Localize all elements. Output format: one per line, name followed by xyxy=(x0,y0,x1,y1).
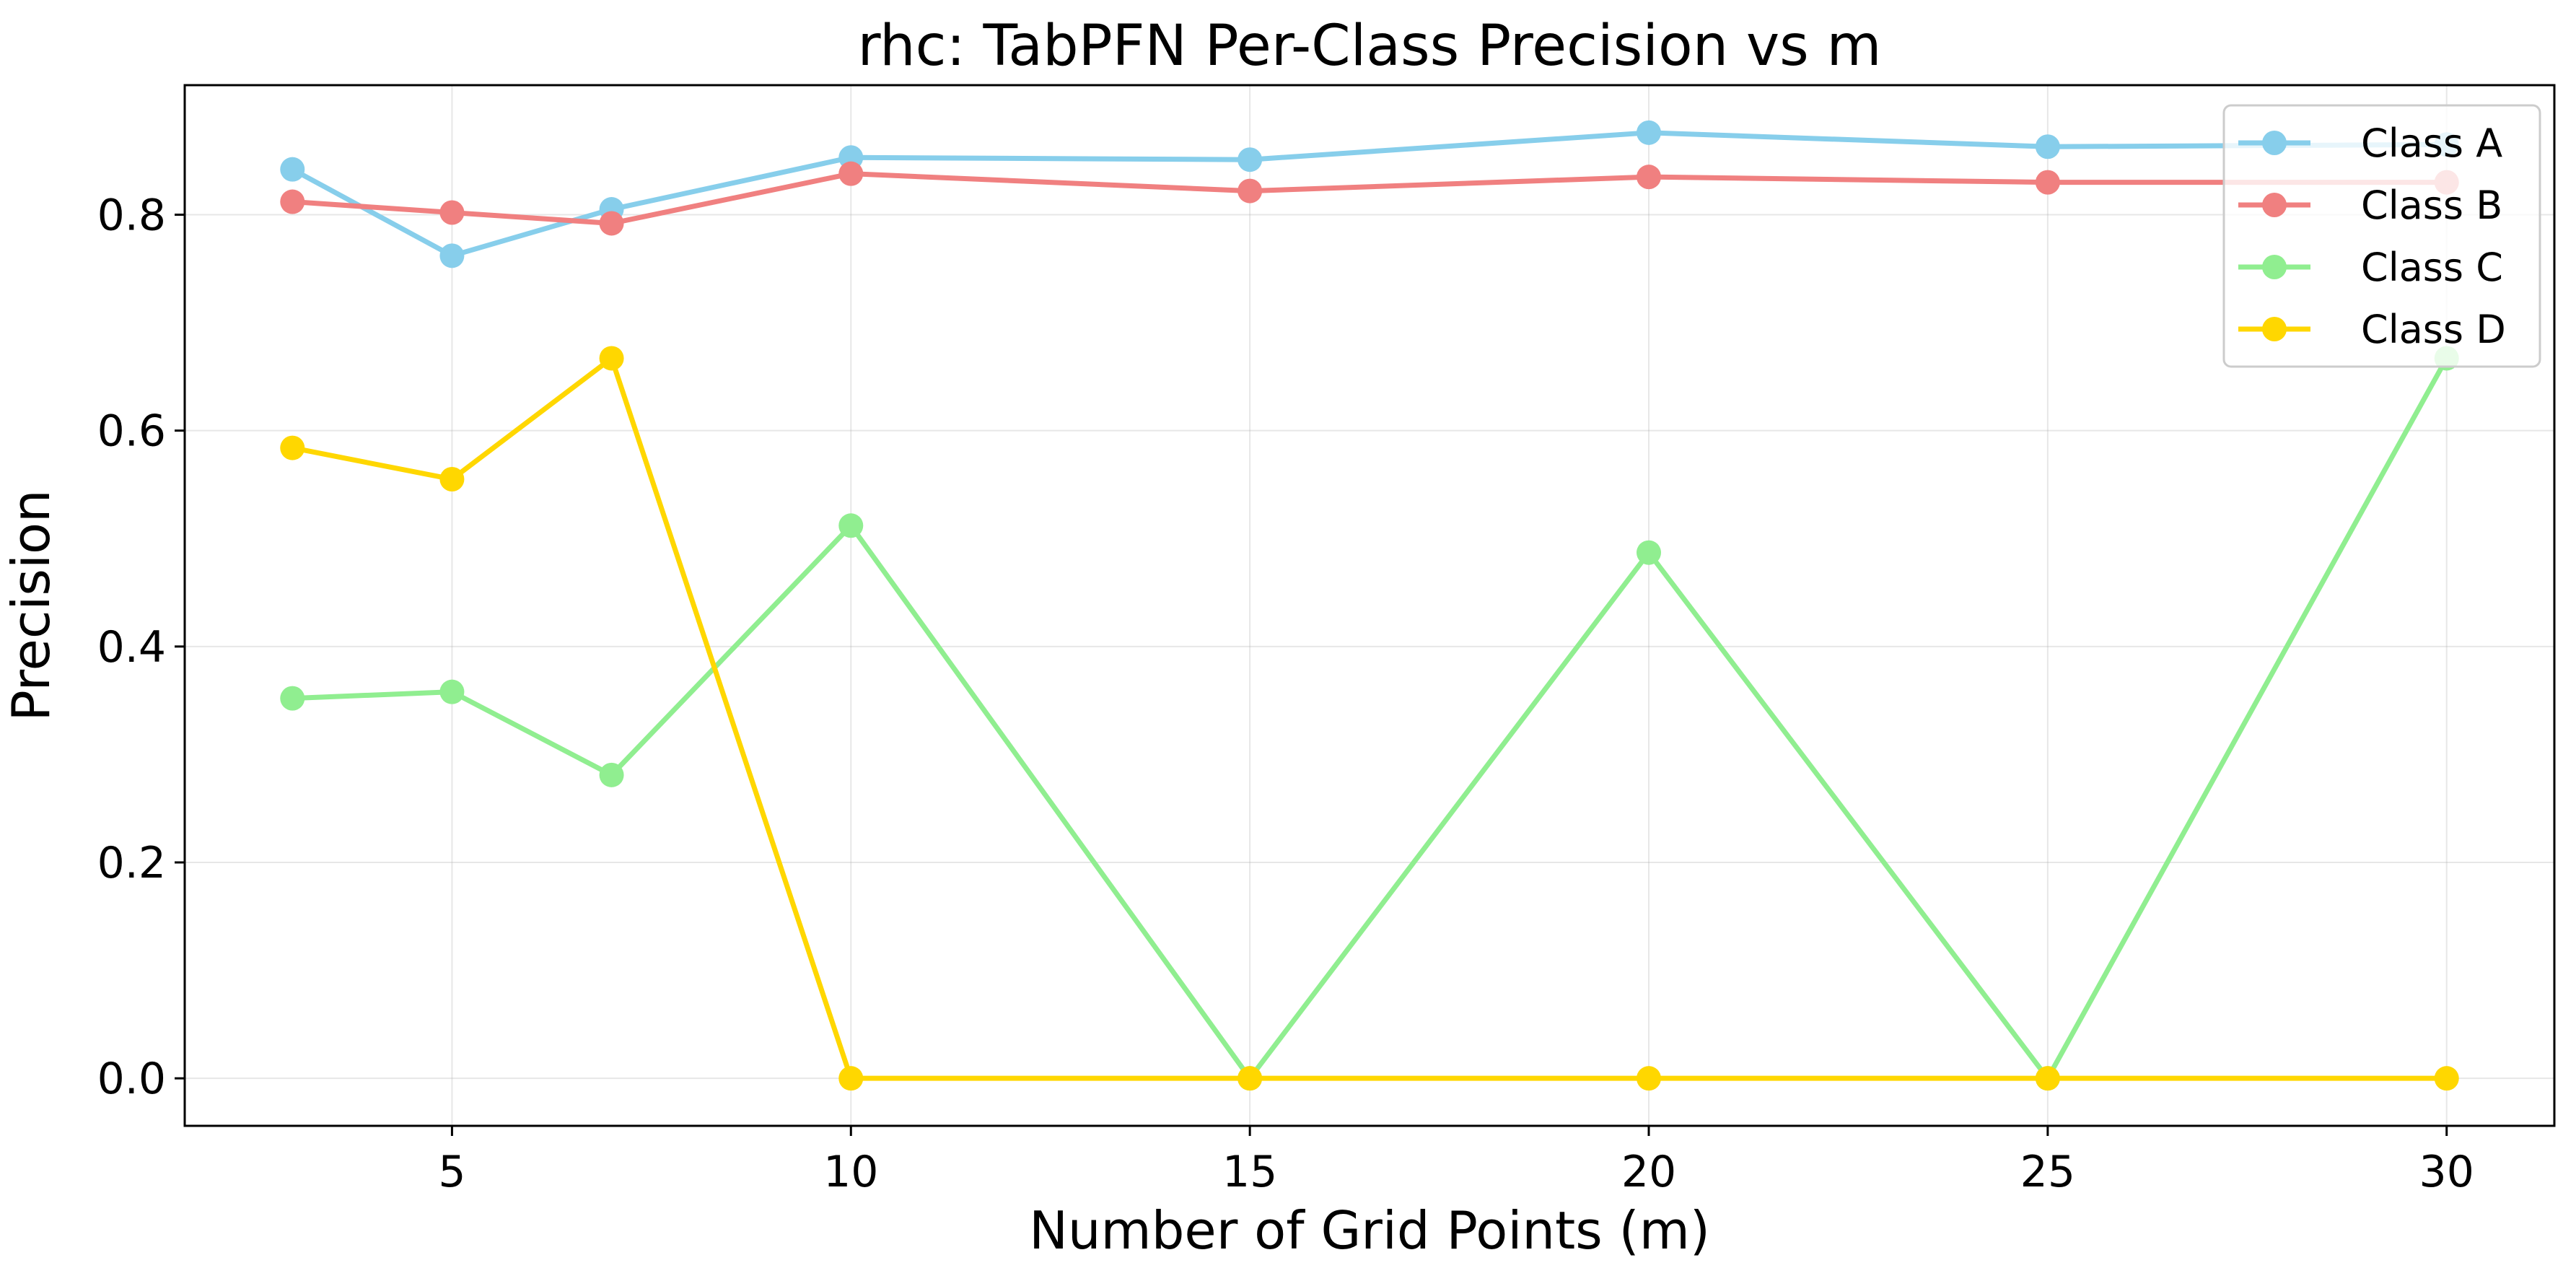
y-tick-label: 0.0 xyxy=(97,1054,166,1104)
series-class-c xyxy=(280,346,2459,1091)
legend: Class A Class B Class C Class D xyxy=(2222,104,2541,368)
data-point xyxy=(2035,170,2060,195)
data-point xyxy=(280,686,305,711)
y-axis-label: Precision xyxy=(1,489,61,721)
data-point xyxy=(1237,1066,1263,1091)
legend-marker xyxy=(2262,317,2287,341)
y-tick-label: 0.2 xyxy=(97,838,166,888)
legend-item: Class B xyxy=(2238,183,2502,228)
legend-label: Class C xyxy=(2361,245,2503,290)
data-point xyxy=(1237,178,1263,204)
data-point xyxy=(1637,540,1662,565)
x-tick-label: 30 xyxy=(2419,1147,2474,1197)
data-point xyxy=(2035,1066,2060,1091)
y-tick-label: 0.6 xyxy=(97,406,166,457)
data-point xyxy=(280,189,305,214)
legend-label: Class A xyxy=(2361,121,2502,166)
series-class-a xyxy=(280,120,2459,268)
data-point xyxy=(439,200,465,225)
data-point xyxy=(1237,147,1263,172)
x-tick-label: 20 xyxy=(1621,1147,1676,1197)
data-point xyxy=(599,211,624,236)
data-point xyxy=(599,346,624,371)
data-point xyxy=(2035,134,2060,159)
data-point xyxy=(439,243,465,268)
x-axis-label: Number of Grid Points (m) xyxy=(1029,1200,1710,1261)
series-line xyxy=(292,357,2449,1081)
data-point xyxy=(1637,1066,1662,1091)
data-point xyxy=(2434,1066,2459,1091)
axis-layer: 5 10 15 20 25 30 0.0 0.2 0.4 0.6 0.8 xyxy=(97,191,2474,1197)
y-tick-label: 0.8 xyxy=(97,191,166,241)
data-point xyxy=(280,157,305,182)
legend-item: Class D xyxy=(2238,307,2506,352)
data-point xyxy=(1637,120,1662,145)
series-class-d xyxy=(280,346,2459,1091)
x-tick-label: 5 xyxy=(438,1147,465,1197)
series-line xyxy=(291,130,2447,258)
data-point xyxy=(838,1066,864,1091)
data-point xyxy=(838,513,864,538)
legend-label: Class B xyxy=(2361,183,2502,228)
legend-item: Class C xyxy=(2238,245,2503,290)
x-tick-label: 10 xyxy=(823,1147,878,1197)
data-point xyxy=(280,435,305,460)
series-layer xyxy=(280,120,2459,1091)
grid-layer xyxy=(185,85,2554,1126)
data-point xyxy=(439,466,465,491)
data-point xyxy=(1637,165,1662,190)
legend-item: Class A xyxy=(2238,121,2502,166)
legend-box xyxy=(2222,104,2541,368)
series-line xyxy=(292,355,2447,1081)
x-tick-label: 15 xyxy=(1222,1147,1277,1197)
data-point xyxy=(439,679,465,704)
y-tick-label: 0.4 xyxy=(97,622,166,673)
plot-frame xyxy=(183,84,2556,1127)
series-line xyxy=(292,171,2447,226)
chart-title: rhc: TabPFN Per-Class Precision vs m xyxy=(857,14,1881,79)
data-point xyxy=(838,161,864,186)
legend-marker xyxy=(2262,131,2287,155)
legend-marker xyxy=(2262,193,2287,217)
data-point xyxy=(599,762,624,787)
x-tick-label: 25 xyxy=(2020,1147,2075,1197)
legend-label: Class D xyxy=(2361,307,2506,352)
legend-marker xyxy=(2262,255,2287,279)
